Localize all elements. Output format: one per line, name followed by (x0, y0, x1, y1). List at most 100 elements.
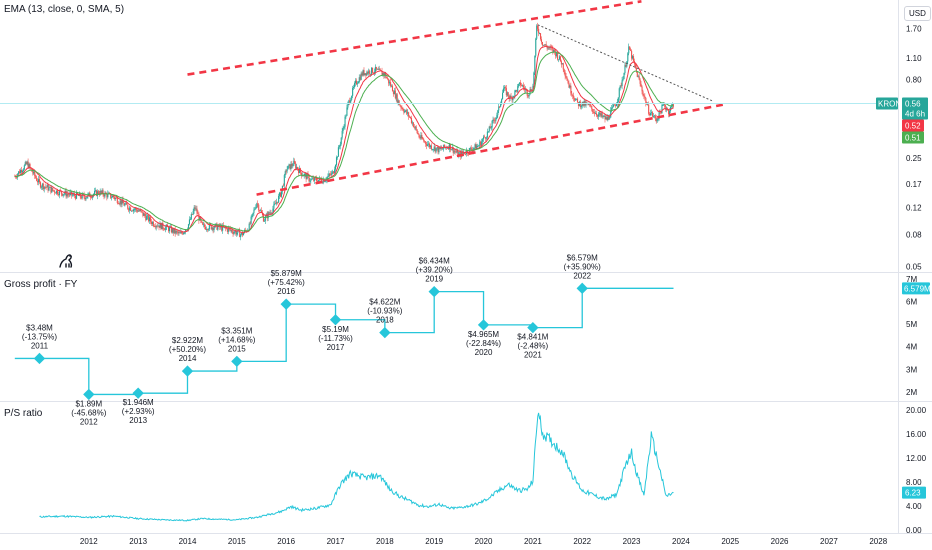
candle-body (615, 104, 617, 107)
candle-body (263, 220, 265, 222)
gross-profit-year-2021: 2021 (524, 351, 542, 360)
candle-body (336, 156, 339, 158)
candle-body (600, 113, 602, 116)
gross-profit-value-2019: $6.434M (419, 257, 450, 266)
gross-profit-year-2015: 2015 (228, 344, 246, 353)
candle-body (107, 193, 109, 198)
candle-body (136, 209, 138, 212)
candle-body (371, 67, 373, 74)
candle-body (327, 176, 329, 178)
candle-body (262, 215, 265, 222)
candle-body (124, 204, 126, 206)
candle-body (165, 227, 167, 230)
candle-body (415, 126, 417, 130)
ema-fast-line (14, 45, 674, 234)
candle-body (140, 209, 142, 212)
x-tick-label-2024: 2024 (672, 537, 690, 546)
candle-body (548, 47, 550, 49)
ema-slow-tag: 0.51 (905, 134, 921, 143)
candle-body (57, 194, 60, 196)
candle-body (518, 83, 520, 87)
candle-body (409, 116, 411, 118)
candle-body (112, 195, 115, 198)
ps-last-tag-bg (902, 486, 926, 499)
candle-body (20, 170, 23, 173)
gross-profit-title[interactable]: Gross profit · FY (4, 279, 78, 290)
candle-body (429, 145, 432, 148)
gross-profit-change-2013: (+2.93%) (122, 407, 155, 416)
candle-body (473, 147, 475, 150)
tradingview-logo[interactable] (57, 250, 77, 270)
candle-body (672, 104, 674, 107)
indicator-label[interactable]: EMA (13, close, 0, SMA, 5) (4, 4, 125, 15)
candle-body (178, 232, 180, 234)
candle-body (454, 150, 456, 152)
candle-body (457, 150, 459, 157)
candle-body (344, 116, 346, 127)
candle-body (614, 105, 617, 107)
x-tick-label-2012: 2012 (80, 537, 98, 546)
candle-body (57, 190, 59, 195)
candle-body (444, 144, 446, 148)
candle-body (639, 79, 641, 84)
ema-slow-line (14, 51, 674, 232)
ps-ratio-title[interactable]: P/S ratio (4, 408, 43, 419)
candle-body (401, 107, 403, 109)
candle-body (159, 223, 161, 228)
candle-body (86, 197, 88, 198)
candle-body (274, 203, 276, 205)
candle-body (452, 146, 454, 153)
candle-body (16, 177, 18, 178)
candle-body (502, 88, 505, 93)
currency-button[interactable]: USD (904, 6, 931, 21)
candle-body (364, 73, 366, 76)
candle-body (369, 70, 371, 74)
candle-body (542, 44, 544, 46)
candle-body (580, 105, 582, 108)
candle-body (494, 120, 496, 122)
candle-body (602, 116, 604, 118)
candle-body (510, 95, 512, 98)
candle-body (667, 109, 669, 111)
candle-body (553, 49, 555, 52)
candle-body (392, 91, 394, 95)
gross-profit-value-2018: $4.622M (369, 298, 400, 307)
candle-body (133, 209, 135, 211)
candle-body (620, 85, 622, 87)
candle-body (352, 88, 354, 96)
candle-body (148, 215, 150, 222)
candle-body (127, 205, 129, 209)
candle-body (361, 73, 363, 76)
candle-body (310, 179, 312, 181)
candle-body (502, 92, 504, 100)
candle-body (44, 186, 46, 188)
x-tick-label-2019: 2019 (425, 537, 443, 546)
candle-body (241, 232, 243, 235)
candle-body (45, 187, 47, 188)
candle-body (131, 210, 133, 212)
candle-body (271, 212, 273, 214)
candle-body (391, 85, 394, 92)
candle-body (290, 163, 292, 170)
candle-body (418, 134, 420, 138)
gross-profit-change-2012: (-45.68%) (71, 408, 106, 417)
candle-body (655, 118, 657, 122)
candle-body (213, 227, 215, 231)
candle-body (145, 216, 147, 221)
x-tick-label-2026: 2026 (771, 537, 789, 546)
candle-body (596, 115, 599, 117)
candle-body (76, 192, 79, 195)
gp-last-tag: 6.579M (904, 284, 931, 293)
gross-profit-change-2018: (-10.93%) (367, 307, 402, 316)
candle-body (152, 222, 154, 226)
candle-body (398, 100, 400, 105)
gp-tick-label-7M: 7M (906, 275, 917, 284)
candle-body (668, 109, 670, 115)
candle-body (565, 76, 567, 78)
candle-body (446, 147, 449, 149)
candle-body (427, 144, 429, 146)
candle-body (557, 53, 559, 60)
gp-last-tag-bg (902, 282, 930, 295)
candle-body (498, 106, 500, 111)
